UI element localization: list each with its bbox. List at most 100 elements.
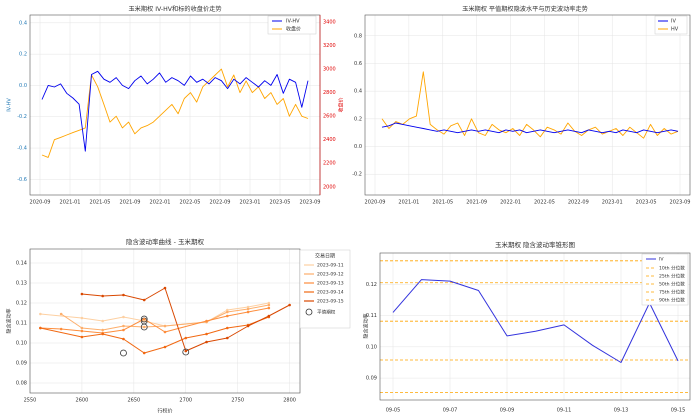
chart3-y-tick: 0.08 [16, 381, 27, 387]
chart3-point-2023-09-12 [163, 324, 167, 328]
chart1-y-right-tick: 3400 [323, 20, 336, 26]
chart2-y-tick: 0.0 [354, 144, 362, 150]
chart3-point-2023-09-15 [163, 286, 167, 290]
chart3-x-tick: 2700 [179, 398, 192, 404]
chart3-point-2023-09-15 [101, 294, 104, 298]
chart3-x-tick: 2750 [231, 398, 244, 404]
chart3-legend-item-2023-09-11: 2023-09-11 [317, 263, 344, 269]
chart2-line-iv [381, 122, 679, 134]
chart2-x-tick: 2022-09 [568, 200, 589, 206]
chart3-legend-title: 交易日期 [315, 253, 335, 260]
chart1-y-tick: 0.0 [19, 83, 27, 89]
chart3-atm-marker-2023-09-14 [120, 349, 127, 357]
chart3-legend-box [299, 249, 351, 329]
chart2-x-tick: 2023-09 [670, 200, 691, 206]
chart3-point-2023-09-14 [80, 335, 84, 339]
chart2-y-tick: 0.8 [354, 33, 362, 39]
chart1-frame [29, 14, 321, 196]
chart4-y-label: 隐含波动率 [363, 313, 370, 338]
chart3-point-2023-09-11 [80, 316, 84, 320]
chart4-title: 玉米期权 隐含波动率锥形图 [495, 240, 575, 249]
chart3-point-2023-09-11 [39, 312, 42, 316]
chart2-x-tick: 2022-01 [500, 200, 521, 206]
chart2-x-tick: 2021-09 [466, 200, 487, 206]
chart4-legend-item-50th 分位数: 50th 分位数 [659, 281, 685, 288]
chart3-point-2023-09-12 [226, 310, 229, 314]
chart4-x-tick: 09-13 [614, 408, 629, 414]
chart3-point-2023-09-15 [122, 293, 125, 297]
chart3-legend-item-2023-09-14: 2023-09-14 [317, 290, 344, 296]
chart4-line-iv [392, 279, 679, 363]
chart4-x-tick: 09-11 [557, 408, 572, 414]
chart2-x-tick: 2023-05 [636, 200, 657, 206]
chart2-x-tick: 2023-01 [602, 200, 623, 206]
chart2-x-tick: 2022-05 [534, 200, 555, 206]
chart3-point-2023-09-13 [226, 314, 229, 318]
chart4-y-tick: 0.11 [366, 313, 377, 319]
chart3-point-2023-09-12 [142, 325, 146, 329]
chart1-x-tick: 2021-01 [60, 200, 81, 206]
chart1-y-tick: -0.2 [17, 114, 27, 120]
chart3-point-2023-09-13 [142, 317, 146, 321]
chart3-line-2023-09-13 [40, 307, 269, 334]
chart2-y-tick: 0.4 [354, 89, 362, 95]
chart1-y-tick: -0.6 [17, 177, 27, 183]
chart1-y-right-tick: 3000 [323, 67, 336, 73]
chart3-point-2023-09-14 [101, 332, 104, 336]
chart4-y-tick: 0.09 [366, 376, 377, 382]
chart3-point-2023-09-14 [184, 336, 188, 340]
chart3-point-2023-09-11 [226, 308, 229, 312]
chart2-title: 玉米期权 平值期权隐波水平与历史波动率走势 [462, 5, 588, 13]
chart3-point-2023-09-11 [101, 319, 104, 323]
chart1-line-ivhv [41, 70, 309, 152]
chart1-y-tick: 0.2 [19, 52, 27, 58]
chart1-y-right-tick: 2800 [323, 90, 336, 96]
chart1-x-tick: 2021-05 [90, 200, 111, 206]
chart1-x-tick: 2022-09 [210, 200, 231, 206]
chart1-y-right-tick: 2200 [323, 161, 336, 167]
chart3-point-2023-09-12 [101, 328, 104, 332]
chart2-y-tick: -0.2 [352, 172, 362, 178]
chart3-point-2023-09-13 [246, 310, 250, 314]
chart4-legend-box [641, 253, 689, 306]
chart3-point-2023-09-12 [246, 307, 250, 311]
chart3-x-tick: 2550 [24, 398, 37, 404]
chart4-x-tick: 09-07 [443, 408, 458, 414]
chart3-point-2023-09-12 [80, 326, 84, 330]
chart3-x-tick: 2650 [127, 398, 140, 404]
chart3-point-2023-09-11 [122, 315, 125, 319]
chart1-x-tick: 2023-05 [270, 200, 291, 206]
chart3-x-tick: 2600 [76, 398, 89, 404]
chart3-point-2023-09-11 [246, 305, 250, 309]
chart3-line-2023-09-14 [40, 316, 269, 354]
chart4-legend-item-25th 分位数: 25th 分位数 [659, 273, 685, 280]
chart1-y-tick: -0.4 [17, 146, 27, 152]
chart4-y-tick: 0.10 [366, 344, 377, 350]
chart3-legend-atm: 平值期权 [317, 309, 336, 316]
chart2-y-tick: 0.2 [354, 116, 362, 122]
chart3-point-2023-09-13 [267, 306, 271, 310]
chart3-point-2023-09-15 [142, 298, 146, 302]
chart2-y-tick: 0.6 [354, 61, 362, 67]
chart4-x-tick: 09-05 [386, 408, 401, 414]
chart3-point-2023-09-15 [267, 314, 271, 318]
chart3-point-2023-09-13 [205, 319, 208, 323]
chart3-line-2023-09-11 [40, 302, 269, 327]
chart4-legend-item-10th 分位数: 10th 分位数 [659, 265, 685, 272]
chart3-atm-marker-2023-09-15 [182, 348, 190, 356]
chart1-legend-close: 收盘价 [286, 26, 301, 33]
chart3-point-2023-09-14 [39, 326, 42, 330]
chart3-y-tick: 0.11 [16, 321, 27, 327]
chart3-point-2023-09-15 [288, 303, 291, 307]
chart2-frame [364, 14, 691, 196]
chart3-atm-marker-2023-09-12 [140, 323, 148, 331]
chart3-point-2023-09-12 [122, 324, 125, 328]
chart3-point-2023-09-14 [205, 332, 208, 336]
chart1-x-tick: 2023-09 [300, 200, 321, 206]
chart3-x-label: 行权价 [157, 408, 172, 415]
chart2-x-tick: 2021-01 [398, 200, 419, 206]
chart3-point-2023-09-13 [163, 330, 167, 334]
chart1-y-right-tick: 3200 [323, 43, 336, 49]
chart3-point-2023-09-14 [163, 345, 167, 349]
